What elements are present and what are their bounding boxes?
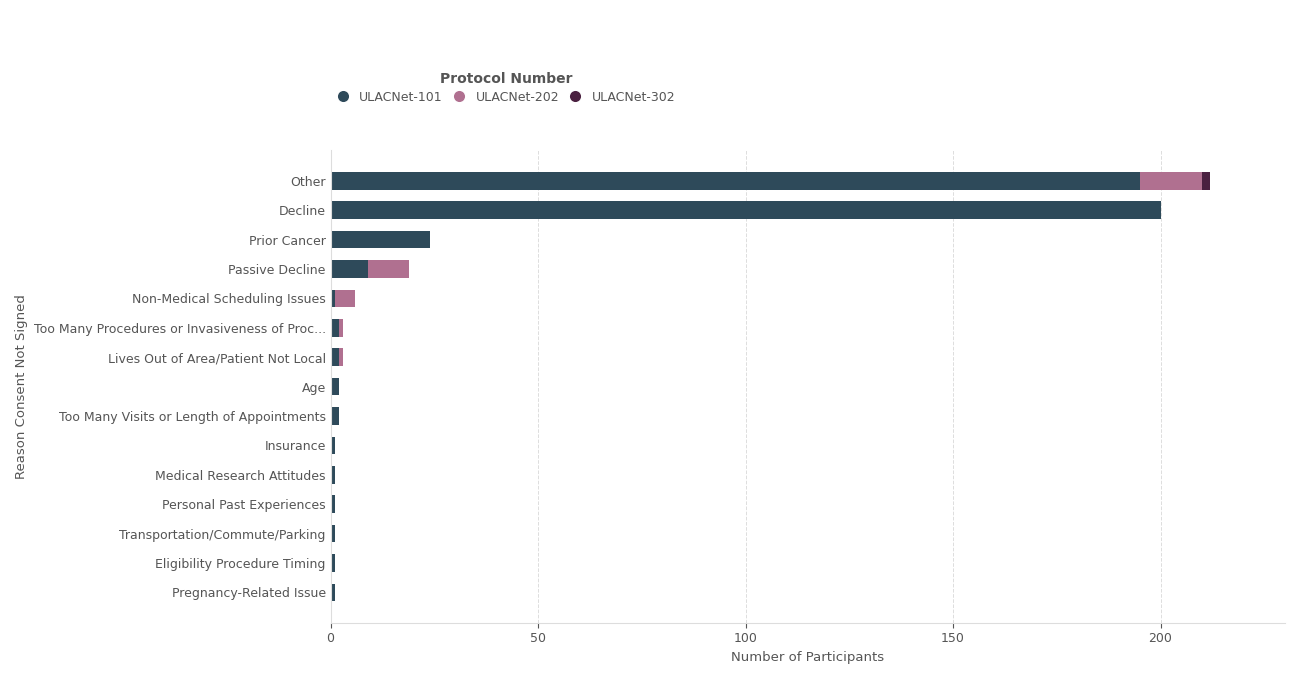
Bar — [330, 584, 334, 601]
Bar — [330, 378, 339, 395]
Bar — [330, 201, 1161, 219]
Bar — [330, 231, 430, 249]
Bar — [1140, 172, 1202, 189]
Bar — [330, 525, 334, 543]
Bar — [330, 437, 334, 454]
X-axis label: Number of Participants: Number of Participants — [731, 651, 884, 664]
Bar — [339, 319, 343, 337]
Bar — [330, 466, 334, 483]
Bar — [330, 172, 1140, 189]
Bar — [330, 348, 339, 366]
Bar — [330, 496, 334, 513]
Bar — [368, 260, 410, 278]
Legend: ULACNet-101, ULACNet-202, ULACNet-302: ULACNet-101, ULACNet-202, ULACNet-302 — [337, 71, 675, 104]
Bar — [334, 289, 355, 307]
Bar — [330, 407, 339, 425]
Bar — [339, 348, 343, 366]
Bar — [330, 554, 334, 572]
Bar — [1202, 172, 1210, 189]
Bar — [330, 319, 339, 337]
Y-axis label: Reason Consent Not Signed: Reason Consent Not Signed — [16, 294, 29, 479]
Bar — [330, 289, 334, 307]
Bar — [330, 260, 368, 278]
